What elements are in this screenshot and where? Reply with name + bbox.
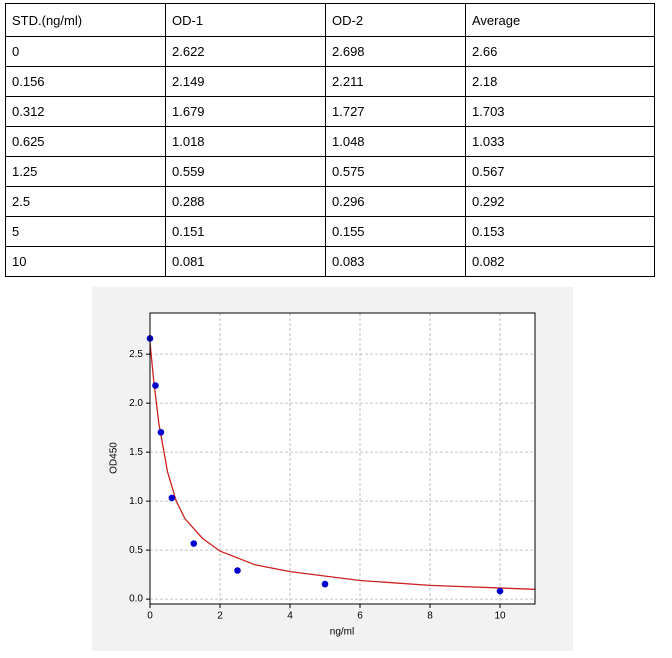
x-tick-label: 0	[147, 611, 153, 622]
chart: ng/ml OD450 0 2 4 6 8 10 0.0 0.5 1.0 1.5 2.0 2.5	[92, 287, 573, 651]
y-tick-label: 1.5	[129, 447, 143, 458]
table-cell: 2.211	[325, 66, 466, 97]
y-tick-label: 2.0	[129, 398, 143, 409]
table-cell: 0.153	[465, 216, 655, 247]
table-cell: 2.18	[465, 66, 655, 97]
y-tick-label: 1.0	[129, 496, 143, 507]
table-cell: 2.66	[465, 36, 655, 67]
table-cell: 5	[5, 216, 166, 247]
table-row: 5 0.151 0.155 0.153	[5, 216, 655, 247]
table-cell: Average	[465, 3, 655, 37]
plot-area	[150, 313, 535, 604]
table-cell: 2.149	[165, 66, 326, 97]
table-cell: 0.559	[165, 156, 326, 187]
table-cell: 1.018	[165, 126, 326, 157]
table-cell: 2.5	[5, 186, 166, 217]
table-cell: 1.679	[165, 96, 326, 127]
table-cell: OD-2	[325, 3, 466, 37]
y-axis-label: OD450	[109, 442, 120, 474]
table-cell: 0.081	[165, 246, 326, 277]
table-cell: 10	[5, 246, 166, 277]
x-tick-label: 2	[217, 611, 223, 622]
table-cell: 0.575	[325, 156, 466, 187]
table-cell: 1.727	[325, 96, 466, 127]
table-cell: 0.312	[5, 96, 166, 127]
data-point	[190, 540, 198, 547]
data-point	[157, 428, 165, 436]
table-cell: 0.625	[5, 126, 166, 157]
table-row: 0.156 2.149 2.211 2.18	[5, 66, 655, 97]
table-row: 0.625 1.018 1.048 1.033	[5, 126, 655, 157]
table-cell: 1.033	[465, 126, 655, 157]
table-cell: 1.25	[5, 156, 166, 187]
table-row: 2.5 0.288 0.296 0.292	[5, 186, 655, 217]
data-point	[168, 494, 176, 502]
table-cell: 0.083	[325, 246, 466, 277]
table-row: 10 0.081 0.083 0.082	[5, 246, 655, 277]
y-tick-label: 0.0	[129, 594, 143, 605]
table-cell: 0.151	[165, 216, 326, 247]
data-point	[321, 580, 329, 588]
table-cell: 0.292	[465, 186, 655, 217]
table-cell: OD-1	[165, 3, 326, 37]
table-cell: 1.703	[465, 96, 655, 127]
data-point	[496, 587, 504, 595]
table-row: 0 2.622 2.698 2.66	[5, 36, 655, 67]
x-tick-label: 8	[427, 611, 433, 622]
y-tick-label: 2.5	[129, 349, 143, 360]
table-cell: 0.156	[5, 66, 166, 97]
x-tick-label: 6	[357, 611, 363, 622]
table-cell: 0.155	[325, 216, 466, 247]
y-tick-label: 0.5	[129, 545, 143, 556]
table-row: 1.25 0.559 0.575 0.567	[5, 156, 655, 187]
fit-curve	[150, 342, 535, 590]
table-cell: STD.(ng/ml)	[5, 3, 166, 37]
table-row: 0.312 1.679 1.727 1.703	[5, 96, 655, 127]
plot-frame	[149, 312, 536, 605]
table-cell: 2.622	[165, 36, 326, 67]
table-cell: 0.296	[325, 186, 466, 217]
table-cell: 2.698	[325, 36, 466, 67]
header-row: STD.(ng/ml) OD-1 OD-2 Average	[5, 3, 655, 37]
x-tick-label: 4	[287, 611, 293, 622]
data-point	[152, 382, 159, 389]
table-cell: 1.048	[325, 126, 466, 157]
data-table: STD.(ng/ml) OD-1 OD-2 Average 0 2.622 2.698 2.6…	[5, 3, 655, 277]
data-point	[234, 567, 241, 574]
table-body: STD.(ng/ml) OD-1 OD-2 Average 0 2.622 2.698 2.6…	[5, 3, 655, 277]
table-cell: 0.567	[465, 156, 655, 187]
x-axis-label: ng/ml	[330, 627, 354, 638]
table-cell: 0.288	[165, 186, 326, 217]
table-cell: 0	[5, 36, 166, 67]
table-cell: 0.082	[465, 246, 655, 277]
x-tick-label: 10	[494, 611, 506, 622]
